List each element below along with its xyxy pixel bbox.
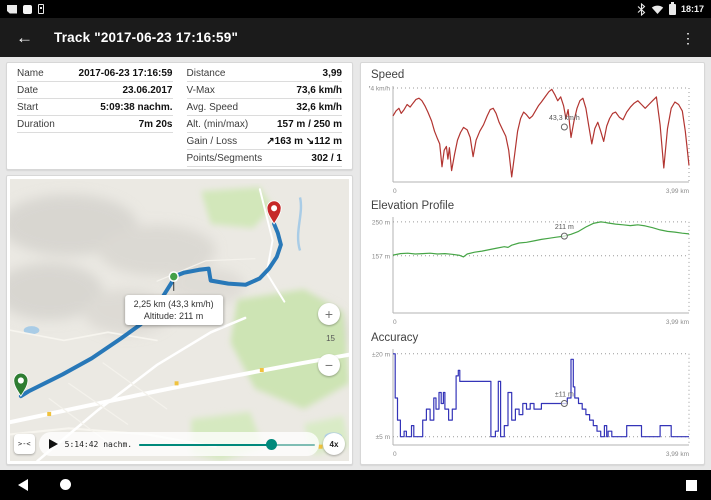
svg-text:74 km/h: 74 km/h [369, 86, 390, 93]
battery-icon [668, 1, 676, 15]
track-info-card: Name 2017-06-23 17:16:59 Date 23.06.2017… [6, 62, 353, 170]
svg-text:0: 0 [393, 319, 397, 326]
svg-text:250 m: 250 m [372, 220, 390, 227]
playback-strip: 5:14:42 nachm. [38, 432, 319, 456]
slider-fill [139, 443, 272, 446]
map-zoom-out-button[interactable]: − [318, 353, 340, 376]
playback-position-marker[interactable] [168, 271, 179, 282]
elevation-chart-canvas[interactable]: 250 m 157 m 0 3,99 km 211 m [369, 213, 696, 330]
bluetooth-icon [637, 2, 646, 16]
info-row: Name 2017-06-23 17:16:59 [17, 65, 173, 82]
elevation-chart-title: Elevation Profile [371, 200, 455, 213]
charts-card: Speed 74 km/h 0 3,99 km 43,3 km/h Elevation… [360, 62, 705, 465]
map-card: 2,25 km (43,3 km/h) Altitude: 211 m + 15… [6, 175, 353, 465]
speed-chart-canvas[interactable]: 74 km/h 0 3,99 km 43,3 km/h [369, 82, 696, 199]
navigation-bar [0, 470, 711, 500]
end-marker-pin[interactable] [266, 200, 282, 225]
svg-text:±5 m: ±5 m [376, 434, 390, 441]
svg-text:3,99 km: 3,99 km [666, 188, 689, 195]
info-row: V-Max 73,6 km/h [186, 82, 342, 99]
info-row: Duration 7m 20s [17, 116, 173, 133]
info-row: Distance 3,99 [186, 65, 342, 82]
accuracy-chart-title: Accuracy [371, 331, 419, 344]
status-time: 18:17 [680, 4, 704, 14]
info-row: Start 5:09:38 nachm. [17, 99, 173, 116]
svg-text:0: 0 [393, 188, 397, 195]
start-marker-pin[interactable] [13, 372, 29, 397]
map-zoom-level: 15 [326, 334, 335, 344]
svg-text:211 m: 211 m [555, 224, 574, 231]
info-row: Gain / Loss ↗163 m ↘112 m [186, 133, 342, 150]
accuracy-chart: Accuracy ±20 m ±5 m 0 3,99 km ±11 m [369, 331, 696, 462]
svg-text:±11 m: ±11 m [555, 391, 574, 398]
wifi-icon [651, 5, 664, 14]
playback-bar: >-< 5:14:42 nachm. 4x [14, 432, 345, 456]
usb-notification-icon [38, 4, 44, 14]
tooltip-distance-speed: 2,25 km (43,3 km/h) [133, 298, 214, 309]
track-info-table-left: Name 2017-06-23 17:16:59 Date 23.06.2017… [17, 65, 173, 133]
tooltip-altitude: Altitude: 211 m [143, 310, 204, 321]
nav-home-button[interactable] [60, 479, 71, 490]
playback-speed-button[interactable]: 4x [323, 433, 345, 455]
speed-chart-title: Speed [371, 69, 405, 81]
svg-text:3,99 km: 3,99 km [666, 319, 689, 326]
map-zoom-in-button[interactable]: + [318, 303, 340, 326]
app-notification-icon [23, 4, 32, 14]
info-row: Alt. (min/max) 157 m / 250 m [186, 116, 342, 133]
nav-recents-button[interactable] [686, 480, 697, 491]
overflow-menu-icon[interactable]: ⋮ [681, 29, 695, 46]
map-tooltip: 2,25 km (43,3 km/h) Altitude: 211 m [124, 294, 223, 325]
accuracy-chart-canvas[interactable]: ±20 m ±5 m 0 3,99 km ±11 m [369, 345, 696, 462]
svg-text:±20 m: ±20 m [372, 351, 390, 358]
screenshot-notification-icon [7, 4, 17, 14]
info-row: Points/Segments 302 / 1 [186, 150, 342, 167]
svg-text:3,99 km: 3,99 km [666, 451, 689, 458]
speed-chart: Speed 74 km/h 0 3,99 km 43,3 km/h [369, 68, 696, 199]
track-polyline[interactable] [18, 221, 283, 399]
playback-slider[interactable] [139, 437, 315, 451]
fit-track-button[interactable]: >-< [14, 434, 35, 454]
info-row: Avg. Speed 32,6 km/h [186, 99, 342, 116]
play-button[interactable] [48, 439, 58, 449]
svg-text:0: 0 [393, 451, 397, 458]
elevation-chart: Elevation Profile 250 m 157 m 0 3,99 km 211 … [369, 199, 696, 330]
nav-back-button[interactable] [18, 479, 28, 491]
back-arrow-icon[interactable]: ← [16, 27, 33, 47]
content-area: Name 2017-06-23 17:16:59 Date 23.06.2017… [0, 57, 711, 470]
svg-text:157 m: 157 m [372, 254, 390, 261]
roads [10, 188, 349, 461]
track-info-table-right: Distance 3,99 V-Max 73,6 km/h Avg. Speed… [186, 65, 342, 167]
app-bar: ← Track "2017-06-23 17:16:59" ⋮ [0, 18, 711, 57]
slider-thumb[interactable] [266, 439, 278, 450]
info-row: Date 23.06.2017 [17, 82, 173, 99]
page-title: Track "2017-06-23 17:16:59" [54, 30, 239, 45]
map-canvas[interactable] [10, 179, 349, 461]
status-bar: 18:17 [0, 0, 711, 18]
road-markers [47, 368, 323, 449]
playback-time: 5:14:42 nachm. [64, 439, 133, 449]
map[interactable]: 2,25 km (43,3 km/h) Altitude: 211 m + 15… [10, 179, 349, 461]
svg-text:43,3 km/h: 43,3 km/h [549, 115, 580, 122]
